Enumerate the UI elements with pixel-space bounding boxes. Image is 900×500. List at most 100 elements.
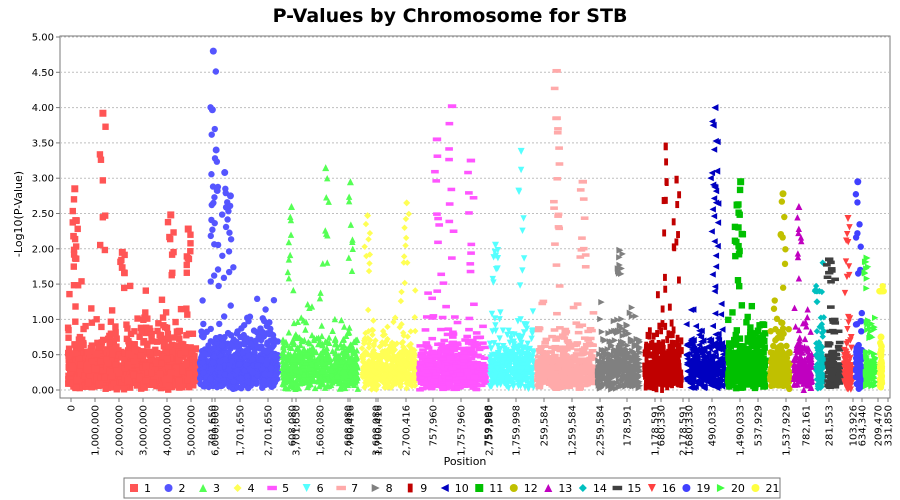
x-tick-label: 3,701,650	[292, 405, 303, 456]
data-point	[555, 162, 564, 166]
data-point	[72, 303, 79, 310]
data-point	[184, 225, 192, 233]
data-point	[280, 338, 287, 345]
data-point	[177, 305, 185, 313]
data-point	[213, 187, 221, 194]
data-point	[139, 364, 146, 371]
data-point	[534, 359, 543, 363]
data-point	[234, 328, 241, 335]
data-point	[474, 369, 483, 374]
y-tick-label: 3.50	[32, 138, 54, 149]
data-point	[87, 344, 95, 352]
data-point	[312, 348, 320, 356]
data-point	[197, 380, 204, 388]
x-tick-label: 6,000,000	[211, 405, 222, 456]
data-point	[315, 378, 323, 385]
data-point	[181, 348, 189, 356]
data-point	[441, 349, 450, 354]
data-point	[218, 211, 226, 218]
data-point	[461, 338, 469, 342]
data-point	[105, 360, 112, 367]
data-point	[435, 223, 444, 227]
data-point	[167, 369, 174, 376]
data-point	[294, 355, 301, 363]
data-point	[447, 104, 457, 109]
data-point	[65, 334, 72, 341]
data-point	[573, 383, 581, 388]
data-point	[121, 350, 129, 357]
data-point	[561, 332, 569, 336]
data-point	[73, 376, 80, 384]
data-point	[341, 362, 349, 370]
data-point	[237, 375, 245, 382]
data-point	[183, 261, 190, 269]
data-point	[285, 256, 293, 263]
series-3	[279, 164, 362, 393]
data-point	[75, 355, 83, 362]
x-tick-label: 4,000,000	[163, 405, 174, 456]
data-point	[157, 384, 165, 392]
data-point	[118, 256, 125, 264]
data-point	[77, 361, 84, 369]
data-point	[209, 183, 217, 190]
data-point	[574, 330, 583, 335]
data-point	[146, 373, 153, 380]
data-point	[273, 370, 281, 377]
data-point	[294, 344, 301, 351]
data-point	[288, 338, 296, 346]
data-point	[448, 367, 457, 371]
data-point	[72, 384, 80, 391]
data-point	[555, 363, 564, 368]
data-point	[99, 336, 107, 344]
data-point	[124, 361, 132, 369]
data-point	[262, 360, 270, 368]
data-point	[177, 350, 185, 358]
data-point	[293, 376, 301, 383]
data-point	[438, 385, 447, 390]
data-point	[473, 335, 481, 340]
y-tick-label: 1.00	[32, 315, 54, 326]
data-point	[187, 248, 194, 255]
data-point	[225, 268, 233, 276]
data-point	[467, 347, 476, 352]
data-point	[189, 330, 197, 337]
data-point	[425, 363, 434, 367]
data-point	[140, 337, 148, 345]
data-point	[124, 376, 131, 384]
data-point	[166, 383, 173, 390]
data-point	[245, 352, 252, 359]
data-point	[267, 364, 275, 372]
data-point	[123, 382, 130, 390]
data-point	[97, 363, 104, 371]
data-point	[586, 357, 595, 362]
x-tick-label: 1,537,929	[782, 405, 793, 456]
data-point	[438, 315, 447, 320]
data-point	[555, 284, 564, 288]
data-point	[139, 367, 147, 374]
data-point	[550, 199, 558, 204]
data-point	[221, 356, 229, 364]
data-point	[444, 327, 453, 331]
data-point	[254, 343, 261, 350]
data-point	[308, 360, 315, 368]
data-point	[351, 381, 358, 389]
x-tick-label: 2,757,960	[485, 405, 496, 456]
data-point	[72, 318, 79, 325]
data-point	[477, 379, 486, 383]
data-point	[433, 289, 442, 293]
data-point	[143, 348, 151, 355]
data-point	[161, 375, 169, 383]
data-point	[78, 348, 86, 356]
data-point	[200, 320, 207, 328]
data-point	[480, 356, 489, 360]
data-point	[269, 331, 277, 339]
data-point	[170, 229, 177, 236]
data-point	[146, 325, 153, 332]
x-tick-label: 2,608,080	[344, 405, 355, 456]
data-point	[79, 355, 86, 362]
data-point	[142, 309, 149, 316]
data-point	[445, 147, 453, 151]
data-point	[312, 384, 319, 392]
data-point	[179, 363, 186, 371]
data-point	[298, 314, 305, 321]
